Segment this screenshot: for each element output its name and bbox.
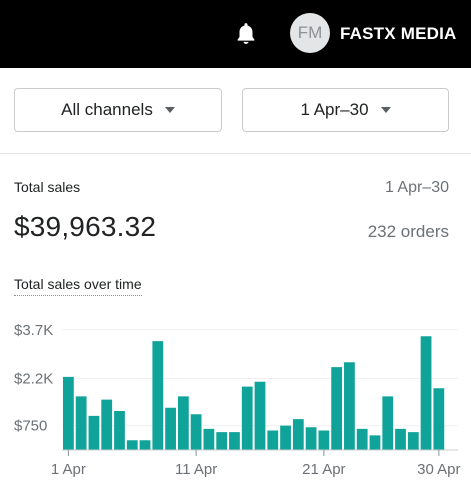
sales-bar[interactable] — [75, 396, 87, 450]
sales-bar[interactable] — [382, 396, 394, 450]
sales-bar[interactable] — [216, 432, 228, 450]
sales-bar[interactable] — [177, 396, 189, 450]
sales-bar[interactable] — [88, 415, 100, 450]
sales-bar[interactable] — [369, 435, 381, 450]
sales-bar[interactable] — [101, 399, 113, 450]
sales-bar[interactable] — [190, 414, 202, 450]
caret-down-icon — [164, 107, 175, 113]
top-bar: FM FASTX MEDIA — [0, 0, 471, 68]
total-sales-value: $39,963.32 — [14, 211, 157, 242]
sales-bar[interactable] — [139, 440, 151, 450]
caret-down-icon — [380, 107, 391, 113]
filter-bar: All channels 1 Apr–30 — [0, 68, 471, 154]
sales-bar[interactable] — [420, 336, 432, 450]
sales-bar[interactable] — [229, 432, 240, 450]
sales-bar[interactable] — [126, 440, 138, 450]
avatar[interactable]: FM — [290, 13, 330, 53]
sales-bar[interactable] — [318, 430, 330, 451]
sales-bar[interactable] — [114, 411, 125, 450]
x-tick-label: 11 Apr — [175, 461, 217, 478]
sales-bar[interactable] — [356, 428, 368, 450]
date-range-select-label: 1 Apr–30 — [300, 100, 369, 119]
sales-bar[interactable] — [292, 419, 304, 450]
sales-bar-chart: $750 $2.2K $3.7K 1 Apr 11 Apr 21 Apr 30 Apr — [14, 322, 461, 478]
sales-bar[interactable] — [331, 367, 343, 450]
sales-bar[interactable] — [433, 388, 445, 450]
sales-bar[interactable] — [305, 427, 317, 450]
sales-bar[interactable] — [165, 407, 176, 450]
order-count: 232 orders — [367, 222, 449, 241]
sales-bar[interactable] — [407, 432, 419, 450]
bell-icon[interactable] — [233, 21, 259, 47]
channel-select-label: All channels — [61, 100, 153, 119]
sales-bar[interactable] — [63, 376, 74, 450]
sales-bar[interactable] — [203, 428, 215, 450]
card-title: Total sales — [14, 179, 81, 195]
card-date-range: 1 Apr–30 — [384, 179, 449, 196]
y-tick-label: $2.2K — [14, 371, 53, 388]
y-tick-label: $3.7K — [14, 322, 53, 339]
sales-bar[interactable] — [254, 381, 266, 450]
sales-bar[interactable] — [267, 430, 279, 451]
x-tick-label: 21 Apr — [302, 461, 345, 478]
total-sales-card: Total sales 1 Apr–30 $39,963.32 232 orde… — [0, 155, 471, 497]
chart-title[interactable]: Total sales over time — [14, 276, 142, 296]
date-range-select[interactable]: 1 Apr–30 — [242, 88, 449, 132]
channel-select[interactable]: All channels — [14, 88, 222, 132]
sales-bar[interactable] — [280, 425, 291, 450]
sales-bar[interactable] — [395, 428, 406, 450]
y-tick-label: $750 — [14, 418, 47, 435]
sales-bar[interactable] — [241, 386, 253, 450]
sales-bar[interactable] — [152, 341, 164, 450]
x-tick-label: 1 Apr — [51, 461, 86, 478]
x-tick-label: 30 Apr — [417, 461, 460, 478]
sales-bar[interactable] — [344, 362, 355, 450]
shop-name[interactable]: FASTX MEDIA — [340, 24, 457, 43]
